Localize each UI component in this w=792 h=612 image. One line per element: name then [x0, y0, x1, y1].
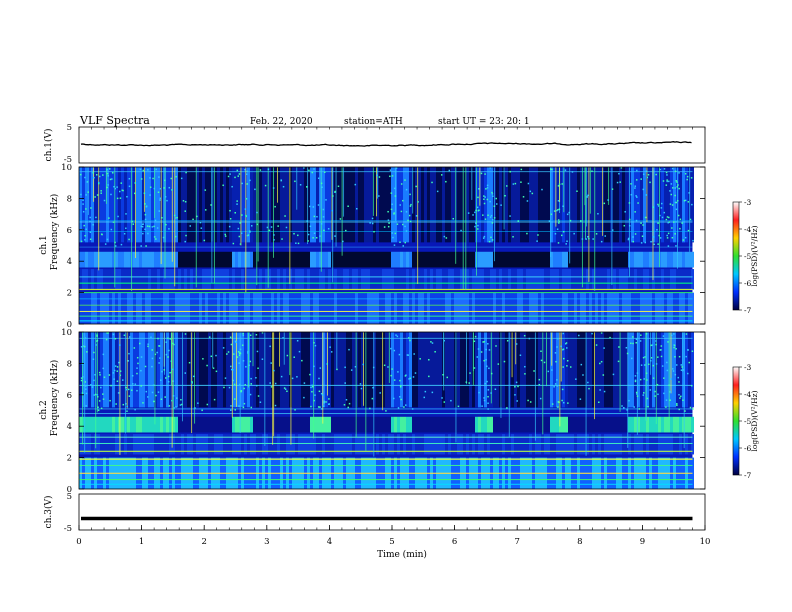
ch1-frequency-ylabel: Frequency (kHz): [49, 194, 60, 271]
colorbar-tick: -4: [744, 390, 752, 399]
x-tick-label: 6: [452, 537, 457, 547]
ch2-label: ch.2: [39, 400, 49, 419]
colorbar-tick: -3: [744, 363, 752, 372]
ch1-ytick: 6: [67, 226, 72, 236]
ch2-ytick: 6: [67, 391, 72, 401]
ch1-ytick: 4: [67, 257, 72, 267]
colorbar-label: log(PSD)(V²/Hz): [750, 390, 759, 451]
x-tick-label: 2: [201, 537, 206, 547]
ch1-ytick-bottom: -5: [64, 155, 72, 165]
colorbar-ch1: -3 -4 -5 -6 -7 log(PSD)(V²/Hz): [732, 198, 759, 315]
ch3-ytick-bottom: -5: [64, 524, 72, 534]
ch2-frequency-ylabel: Frequency (kHz): [49, 360, 60, 437]
ch1-waveform-panel: 5 -5 ch.1(V): [43, 123, 706, 165]
colorbar-tick: -3: [744, 198, 752, 207]
ch3-ytick-top: 5: [67, 492, 72, 502]
x-tick-label: 0: [76, 537, 81, 547]
colorbar-tick: -6: [744, 444, 752, 453]
colorbar-ch2: -3 -4 -5 -6 -7 log(PSD)(V²/Hz): [732, 363, 759, 480]
colorbar-tick: -5: [744, 252, 752, 261]
station-label: station=ATH: [344, 117, 403, 127]
ch1-ytick: 8: [67, 194, 72, 204]
x-tick-label: 9: [640, 537, 645, 547]
ch2-spectrogram-panel: 10 8 6 4 2 0 ch.2 Frequency (kHz): [39, 328, 706, 495]
ch1-waveform-line: [80, 141, 692, 147]
ch2-ytick: 0: [67, 485, 72, 495]
ch2-ytick: 10: [61, 328, 72, 338]
colorbar-tick: -6: [744, 279, 752, 288]
ch1-ytick-top: 5: [67, 123, 72, 133]
x-tick-label: 10: [700, 537, 711, 547]
start-time-label: start UT = 23: 20: 1: [438, 117, 530, 127]
ch1-ytick: 2: [67, 289, 72, 299]
x-tick-label: 8: [577, 537, 582, 547]
ch3-waveform-ylabel: ch.3(V): [43, 496, 54, 529]
x-axis: 0 1 2 3 4 5 6 7 8 9 10: [76, 127, 710, 547]
colorbar-tick: -7: [744, 306, 752, 315]
x-tick-label: 4: [327, 537, 332, 547]
ch2-spectrogram: [79, 332, 705, 489]
x-axis-label: Time (min): [377, 549, 427, 560]
x-tick-label: 1: [139, 537, 144, 547]
x-tick-label: 5: [389, 537, 394, 547]
ch2-ytick: 4: [67, 422, 72, 432]
figure-title: VLF Spectra: [79, 114, 150, 127]
colorbar-label: log(PSD)(V²/Hz): [750, 225, 759, 286]
x-tick-label: 3: [264, 537, 269, 547]
ch2-ytick: 2: [67, 454, 72, 464]
colorbar-tick: -5: [744, 417, 752, 426]
ch3-waveform-panel: 5 -5 ch.3(V): [43, 492, 706, 534]
ch1-spectrogram: [79, 167, 705, 324]
colorbar-tick: -4: [744, 225, 752, 234]
ch1-waveform-ylabel: ch.1(V): [43, 129, 54, 162]
ch1-ytick: 0: [67, 320, 72, 330]
colorbar-tick: -7: [744, 471, 752, 480]
ch1-ytick: 10: [61, 163, 72, 173]
date-label: Feb. 22, 2020: [250, 117, 313, 127]
x-tick-label: 7: [514, 537, 519, 547]
ch1-spectrogram-panel: 10 8 6 4 2 0 ch.1 Frequency (kHz): [39, 163, 706, 330]
ch2-ytick: 8: [67, 359, 72, 369]
ch1-label: ch.1: [39, 235, 49, 254]
